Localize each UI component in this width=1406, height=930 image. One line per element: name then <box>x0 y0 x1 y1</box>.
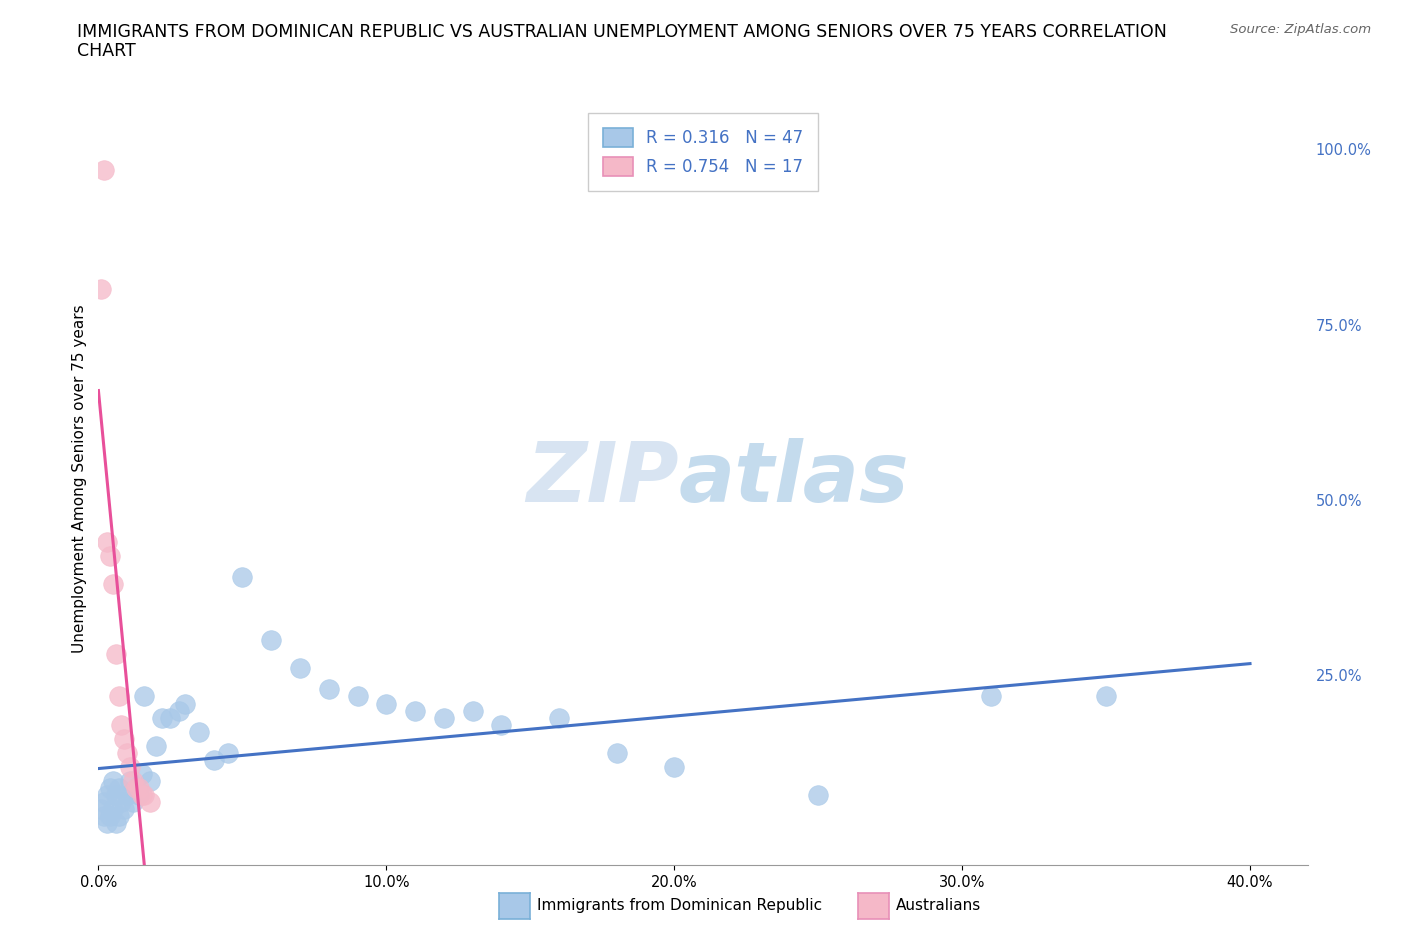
Point <box>131 788 153 803</box>
Point <box>93 163 115 178</box>
Text: CHART: CHART <box>77 42 136 60</box>
Point <box>101 802 124 817</box>
Point <box>128 780 150 795</box>
Point <box>1095 689 1118 704</box>
Point <box>173 696 195 711</box>
Point <box>491 717 513 732</box>
Text: Source: ZipAtlas.com: Source: ZipAtlas.com <box>1230 23 1371 36</box>
Point <box>231 570 253 585</box>
Point <box>217 745 239 760</box>
Point <box>115 745 138 760</box>
Y-axis label: Unemployment Among Seniors over 75 years: Unemployment Among Seniors over 75 years <box>72 305 87 653</box>
Point <box>131 766 153 781</box>
Point <box>96 816 118 830</box>
Point <box>404 703 426 718</box>
Point <box>93 794 115 809</box>
Point <box>104 647 127 662</box>
Point <box>159 711 181 725</box>
Point <box>96 788 118 803</box>
Point <box>807 788 830 803</box>
Point <box>122 794 145 809</box>
Text: Immigrants from Dominican Republic: Immigrants from Dominican Republic <box>537 898 823 913</box>
Point <box>125 780 148 795</box>
Point <box>288 661 311 676</box>
Point <box>260 633 283 648</box>
Point <box>167 703 190 718</box>
Point <box>139 794 162 809</box>
Point <box>90 802 112 817</box>
Point <box>980 689 1002 704</box>
Point <box>375 696 398 711</box>
Point <box>461 703 484 718</box>
Point <box>112 731 135 746</box>
Text: IMMIGRANTS FROM DOMINICAN REPUBLIC VS AUSTRALIAN UNEMPLOYMENT AMONG SENIORS OVER: IMMIGRANTS FROM DOMINICAN REPUBLIC VS AU… <box>77 23 1167 41</box>
Point <box>101 773 124 788</box>
Point <box>107 689 129 704</box>
Text: ZIP: ZIP <box>526 438 679 520</box>
Point <box>128 788 150 803</box>
Legend: R = 0.316   N = 47, R = 0.754   N = 17: R = 0.316 N = 47, R = 0.754 N = 17 <box>588 113 818 192</box>
Point <box>101 577 124 591</box>
Text: atlas: atlas <box>679 438 910 520</box>
Point <box>122 773 145 788</box>
Point <box>188 724 211 739</box>
Point <box>107 808 129 823</box>
Point <box>98 780 121 795</box>
Point <box>107 780 129 795</box>
Point <box>606 745 628 760</box>
Text: Australians: Australians <box>896 898 981 913</box>
Point <box>664 759 686 774</box>
Point <box>110 794 132 809</box>
Point <box>139 773 162 788</box>
Point <box>120 773 142 788</box>
Point <box>202 752 225 767</box>
Point <box>112 802 135 817</box>
Point <box>104 788 127 803</box>
Point <box>125 780 148 795</box>
Point <box>548 711 571 725</box>
Point <box>134 788 156 803</box>
Point <box>346 689 368 704</box>
Point <box>150 711 173 725</box>
Point <box>93 808 115 823</box>
Point <box>120 759 142 774</box>
Point <box>115 788 138 803</box>
Point <box>98 808 121 823</box>
Point <box>104 816 127 830</box>
Point <box>90 282 112 297</box>
Point <box>96 535 118 550</box>
Point <box>433 711 456 725</box>
Point <box>110 717 132 732</box>
Point <box>134 689 156 704</box>
Point <box>318 682 340 697</box>
Point <box>145 738 167 753</box>
Point <box>98 549 121 564</box>
